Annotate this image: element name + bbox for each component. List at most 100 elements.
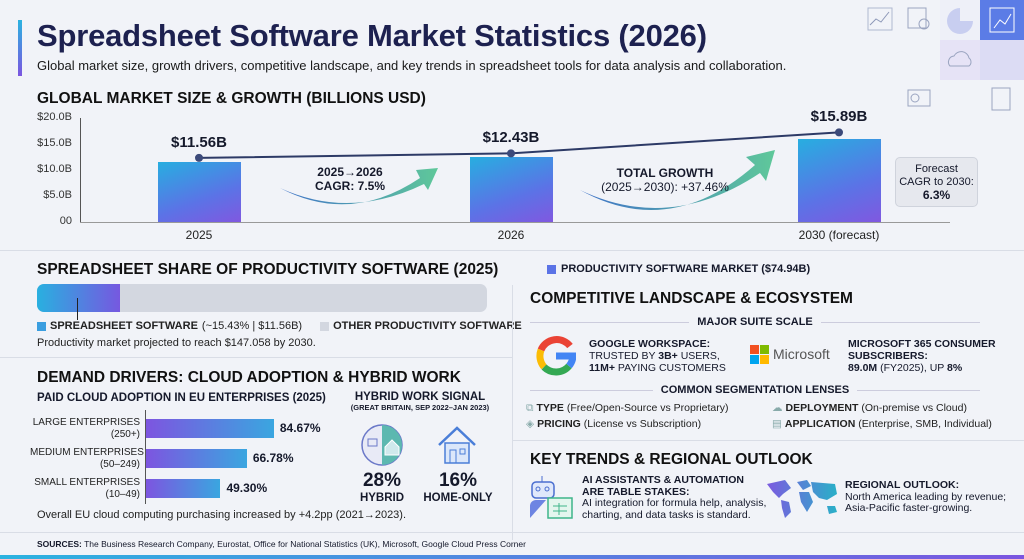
bar	[797, 139, 881, 222]
home-only-label: HOME-ONLY	[423, 492, 493, 504]
microsoft-logo-icon	[750, 345, 769, 364]
demand-heading: DEMAND DRIVERS: CLOUD ADOPTION & HYBRID …	[37, 369, 461, 386]
ai-title: AI ASSISTANTS & AUTOMATION	[582, 474, 744, 486]
title-accent-bar	[18, 20, 22, 76]
microsoft-wordmark: Microsoft	[773, 346, 830, 362]
category-label: LARGE ENTERPRISES (250+)	[32, 417, 140, 440]
x-tick-label: 2030 (forecast)	[798, 228, 880, 242]
document-icon: ▤	[772, 418, 782, 430]
trend-point	[507, 149, 515, 158]
share-bar-fill	[37, 284, 121, 312]
y-axis	[145, 410, 146, 504]
rule	[530, 389, 653, 391]
x-axis	[80, 222, 950, 223]
sources: SOURCES: The Business Research Company, …	[37, 539, 526, 549]
data-label: $11.56B	[171, 133, 227, 151]
y-tick-label: $15.0B	[37, 137, 72, 149]
cloud-note: Overall EU cloud computing purchasing in…	[37, 509, 407, 521]
rule	[530, 321, 690, 323]
rule	[820, 321, 981, 323]
share-bar	[37, 284, 487, 312]
google-text: TRUSTED BY	[589, 350, 659, 362]
legend-swatch	[37, 321, 46, 331]
divider	[512, 440, 1024, 441]
tag-icon: ◈	[526, 418, 535, 430]
lens-desc: (On-premise vs Cloud)	[858, 402, 967, 414]
callout-line2: CAGR to 2030:	[899, 176, 974, 188]
google-customers: 11M+	[589, 362, 615, 374]
total-growth-line1: TOTAL GROWTH	[616, 166, 714, 180]
lens-desc: (Free/Open-Source vs Proprietary)	[563, 402, 729, 414]
lens-label: APPLICATION	[784, 418, 856, 430]
legend-other: OTHER PRODUCTIVITY SOFTWARE	[333, 320, 522, 332]
hybrid-signal: HYBRID WORK SIGNAL (GREAT BRITAIN, SEP 2…	[340, 391, 500, 412]
microsoft-title: SUBSCRIBERS:	[848, 350, 928, 362]
y-tick-label: $20.0B	[37, 111, 72, 123]
ai-trend: AI ASSISTANTS & AUTOMATION ARE TABLE STAK…	[582, 474, 766, 521]
trend-point	[835, 128, 843, 137]
lens-type: ⧉ TYPE (Free/Open-Source vs Proprietary)	[526, 402, 729, 415]
seg-heading: COMMON SEGMENTATION LENSES	[660, 384, 850, 396]
bar	[469, 157, 553, 222]
bar	[157, 161, 241, 222]
page-title: Spreadsheet Software Market Statistics (…	[37, 18, 707, 53]
microsoft-text: (FY2025), UP	[877, 362, 948, 374]
x-tick-label: 2025	[185, 228, 213, 242]
google-users: 3B+	[658, 350, 678, 362]
divider	[0, 357, 512, 358]
google-text: PAYING CUSTOMERS	[614, 362, 726, 374]
category-label: SMALL ENTERPRISES (10–49)	[34, 477, 140, 500]
region-text: Asia-Pacific faster-growing.	[845, 502, 973, 514]
chart-doc-icons	[867, 0, 1024, 111]
hybrid-subtitle: (GREAT BRITAIN, SEP 2022–JAN 2023)	[350, 403, 490, 412]
callout-line1: Forecast	[915, 163, 958, 175]
total-growth-label: TOTAL GROWTH (2025→2030): +37.46%	[590, 166, 740, 194]
lens-label: PRICING	[537, 418, 581, 430]
sources-text: The Business Research Company, Eurostat,…	[81, 539, 526, 549]
ai-text: charting, and data tasks is standard.	[582, 508, 751, 521]
home-only-value: 16%	[438, 470, 478, 491]
decor-icons	[860, 0, 1024, 120]
world-map-icon	[767, 480, 837, 518]
regional-outlook: REGIONAL OUTLOOK: North America leading …	[845, 479, 1006, 515]
seg-heading-row: COMMON SEGMENTATION LENSES	[530, 384, 980, 396]
ai-robot-spreadsheet-icon	[530, 476, 573, 519]
lens-label: TYPE	[536, 402, 564, 414]
productivity-market-legend: PRODUCTIVITY SOFTWARE MARKET ($74.94B)	[547, 263, 810, 275]
footer-gradient-bar	[0, 555, 1024, 559]
data-label: 66.78%	[252, 451, 294, 465]
microsoft-subscribers: 89.0M	[848, 362, 878, 374]
data-label: 84.67%	[279, 421, 321, 435]
cagr-label: 2025→2026 CAGR: 7.5%	[300, 165, 400, 193]
ai-title: ARE TABLE STAKES:	[582, 485, 690, 498]
lens-desc: (Enterprise, SMB, Individual)	[855, 418, 992, 430]
legend-swatch	[547, 264, 556, 274]
divider	[0, 250, 1024, 251]
google-text: USERS,	[677, 350, 720, 362]
growth-arrow-icon	[280, 168, 438, 205]
sources-label: SOURCES:	[37, 539, 82, 549]
bar	[146, 419, 274, 438]
page-subtitle: Global market size, growth drivers, comp…	[37, 58, 787, 73]
hierarchy-icon: ⧉	[526, 402, 534, 414]
callout-value: 6.3%	[922, 188, 951, 202]
lens-application: ▤ APPLICATION (Enterprise, SMB, Individua…	[772, 418, 992, 430]
y-axis	[80, 118, 81, 222]
data-label: $12.43B	[482, 129, 540, 147]
lens-pricing: ◈ PRICING (License vs Subscription)	[526, 418, 701, 430]
data-label: $15.89B	[810, 108, 868, 126]
microsoft-title: MICROSOFT 365 CONSUMER	[848, 338, 996, 350]
google-title: GOOGLE WORKSPACE:	[589, 338, 711, 350]
category-label: MEDIUM ENTERPRISES (50–249)	[30, 447, 144, 470]
legend-spreadsheet-detail: (~15.43% | $11.56B)	[201, 320, 303, 332]
bar	[146, 479, 221, 498]
total-growth-line2: (2025→2030): +37.46%	[601, 180, 729, 194]
y-tick-label: $10.0B	[37, 163, 72, 175]
column-divider	[512, 285, 513, 540]
legend-spreadsheet: SPREADSHEET SOFTWARE	[50, 320, 198, 332]
share-heading: SPREADSHEET SHARE OF PRODUCTIVITY SOFTWA…	[37, 261, 499, 278]
suite-heading: MAJOR SUITE SCALE	[697, 316, 813, 328]
cagr-line1: 2025→2026	[317, 165, 383, 179]
hybrid-label: HYBRID	[359, 492, 405, 504]
google-logo-icon	[536, 336, 576, 376]
